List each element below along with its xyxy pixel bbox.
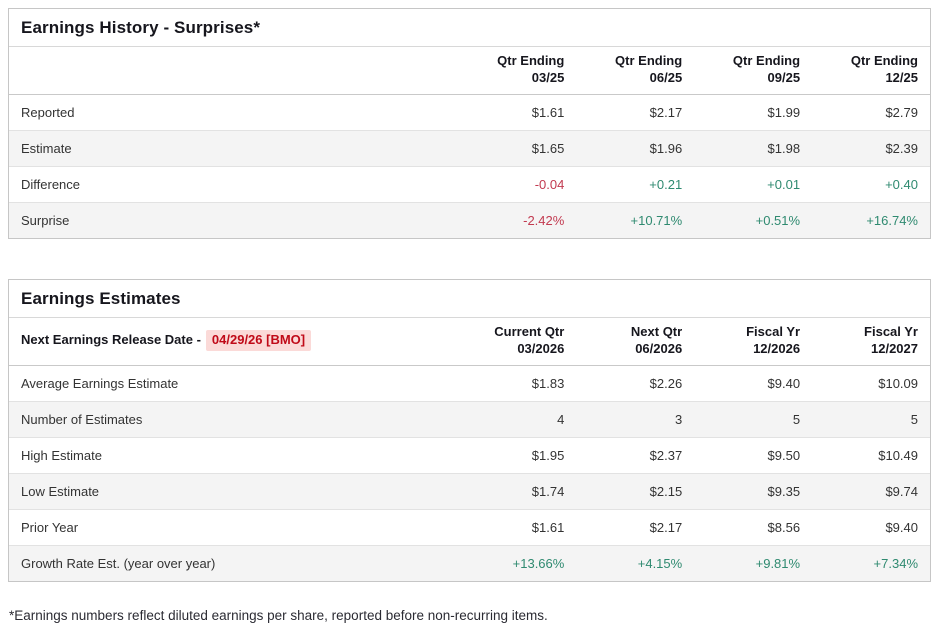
column-header-label: Current Qtr xyxy=(494,323,565,339)
row-label: Growth Rate Est. (year over year) xyxy=(9,545,459,581)
cell-value-positive: +0.01 xyxy=(694,166,813,203)
cell-value: $10.09 xyxy=(812,365,930,402)
cell-value: $9.74 xyxy=(812,473,930,510)
release-date-label: Next Earnings Release Date - xyxy=(21,332,201,348)
column-header-label: Qtr Ending xyxy=(850,53,918,68)
cell-value: $9.50 xyxy=(694,437,813,474)
column-header-fiscal-yr-2: Fiscal Yr 12/2027 xyxy=(812,317,930,366)
table-row-low-estimate: Low Estimate $1.74 $2.15 $9.35 $9.74 xyxy=(9,473,930,510)
earnings-estimates-table: Next Earnings Release Date -04/29/26 [BM… xyxy=(9,317,930,581)
cell-value: $1.95 xyxy=(458,437,577,474)
table-row-reported: Reported $1.61 $2.17 $1.99 $2.79 xyxy=(9,94,930,131)
column-header-label: Fiscal Yr xyxy=(746,323,801,339)
cell-value: $10.49 xyxy=(812,437,930,474)
cell-value: $2.26 xyxy=(576,365,695,402)
column-header-label: Qtr Ending xyxy=(615,53,683,68)
column-header-period: 09/25 xyxy=(767,69,801,85)
row-label: Surprise xyxy=(9,202,459,238)
cell-value: $2.15 xyxy=(576,473,695,510)
cell-value-positive: +13.66% xyxy=(458,545,577,581)
row-label: Estimate xyxy=(9,130,459,167)
column-header-period: 03/25 xyxy=(531,69,565,85)
cell-value-positive: +7.34% xyxy=(812,545,930,581)
table-row-surprise: Surprise -2.42% +10.71% +0.51% +16.74% xyxy=(9,202,930,238)
cell-value: $1.96 xyxy=(576,130,695,167)
column-header-q3: Qtr Ending 09/25 xyxy=(694,47,813,95)
row-label: High Estimate xyxy=(9,437,459,474)
cell-value: $1.65 xyxy=(458,130,577,167)
column-header-period: 12/25 xyxy=(885,69,918,85)
column-header-label: Qtr Ending xyxy=(497,53,565,68)
cell-value: $2.17 xyxy=(576,94,695,131)
cell-value: 4 xyxy=(458,401,577,438)
cell-value: $9.35 xyxy=(694,473,813,510)
column-header-current-qtr: Current Qtr 03/2026 xyxy=(458,317,577,366)
cell-value: $1.83 xyxy=(458,365,577,402)
empty-header-cell xyxy=(9,47,459,95)
row-label: Difference xyxy=(9,166,459,203)
cell-value: $1.61 xyxy=(458,94,577,131)
column-header-label: Fiscal Yr xyxy=(864,323,918,339)
column-header-period: 12/2027 xyxy=(871,340,918,356)
history-header-row: Qtr Ending 03/25 Qtr Ending 06/25 Qtr En… xyxy=(9,47,930,95)
column-header-q4: Qtr Ending 12/25 xyxy=(812,47,930,95)
row-label: Average Earnings Estimate xyxy=(9,365,459,402)
cell-value-positive: +0.51% xyxy=(694,202,813,238)
row-label: Number of Estimates xyxy=(9,401,459,438)
column-header-fiscal-yr-1: Fiscal Yr 12/2026 xyxy=(694,317,813,366)
table-row-number-of-estimates: Number of Estimates 4 3 5 5 xyxy=(9,401,930,438)
row-label: Low Estimate xyxy=(9,473,459,510)
column-header-q1: Qtr Ending 03/25 xyxy=(458,47,577,95)
earnings-estimates-title: Earnings Estimates xyxy=(9,280,930,318)
cell-value-positive: +0.21 xyxy=(576,166,695,203)
column-header-period: 03/2026 xyxy=(517,340,565,356)
column-header-period: 12/2026 xyxy=(753,340,801,356)
column-header-q2: Qtr Ending 06/25 xyxy=(576,47,695,95)
cell-value: $9.40 xyxy=(812,509,930,546)
cell-value: 5 xyxy=(694,401,813,438)
cell-value-positive: +10.71% xyxy=(576,202,695,238)
earnings-history-table: Qtr Ending 03/25 Qtr Ending 06/25 Qtr En… xyxy=(9,47,930,238)
column-header-period: 06/25 xyxy=(649,69,683,85)
cell-value-negative: -0.04 xyxy=(458,166,577,203)
cell-value-positive: +16.74% xyxy=(812,202,930,238)
cell-value: $1.98 xyxy=(694,130,813,167)
table-row-high-estimate: High Estimate $1.95 $2.37 $9.50 $10.49 xyxy=(9,437,930,474)
cell-value: $9.40 xyxy=(694,365,813,402)
table-row-average-estimate: Average Earnings Estimate $1.83 $2.26 $9… xyxy=(9,365,930,402)
earnings-history-section: Earnings History - Surprises* Qtr Ending… xyxy=(8,8,931,239)
row-label: Prior Year xyxy=(9,509,459,546)
earnings-estimates-section: Earnings Estimates Next Earnings Release… xyxy=(8,278,931,582)
cell-value: $1.99 xyxy=(694,94,813,131)
column-header-label: Next Qtr xyxy=(630,323,683,339)
table-row-difference: Difference -0.04 +0.21 +0.01 +0.40 xyxy=(9,166,930,203)
estimates-header-row: Next Earnings Release Date -04/29/26 [BM… xyxy=(9,317,930,366)
table-row-growth-rate: Growth Rate Est. (year over year) +13.66… xyxy=(9,545,930,581)
column-header-next-qtr: Next Qtr 06/2026 xyxy=(576,317,695,366)
cell-value-positive: +4.15% xyxy=(576,545,695,581)
earnings-footnote: *Earnings numbers reflect diluted earnin… xyxy=(9,607,548,623)
cell-value-negative: -2.42% xyxy=(458,202,577,238)
next-earnings-release: Next Earnings Release Date -04/29/26 [BM… xyxy=(9,317,459,366)
cell-value: $2.37 xyxy=(576,437,695,474)
release-date-badge: 04/29/26 [BMO] xyxy=(205,330,312,352)
cell-value: $2.79 xyxy=(812,94,930,131)
cell-value: $1.61 xyxy=(458,509,577,546)
cell-value-positive: +9.81% xyxy=(694,545,813,581)
cell-value: $2.39 xyxy=(812,130,930,167)
earnings-history-title: Earnings History - Surprises* xyxy=(9,9,930,47)
cell-value: $2.17 xyxy=(576,509,695,546)
column-header-period: 06/2026 xyxy=(635,340,683,356)
cell-value: $8.56 xyxy=(694,509,813,546)
row-label: Reported xyxy=(9,94,459,131)
column-header-label: Qtr Ending xyxy=(732,53,801,68)
table-row-estimate: Estimate $1.65 $1.96 $1.98 $2.39 xyxy=(9,130,930,167)
cell-value: 3 xyxy=(576,401,695,438)
cell-value-positive: +0.40 xyxy=(812,166,930,203)
cell-value: $1.74 xyxy=(458,473,577,510)
table-row-prior-year: Prior Year $1.61 $2.17 $8.56 $9.40 xyxy=(9,509,930,546)
cell-value: 5 xyxy=(812,401,930,438)
